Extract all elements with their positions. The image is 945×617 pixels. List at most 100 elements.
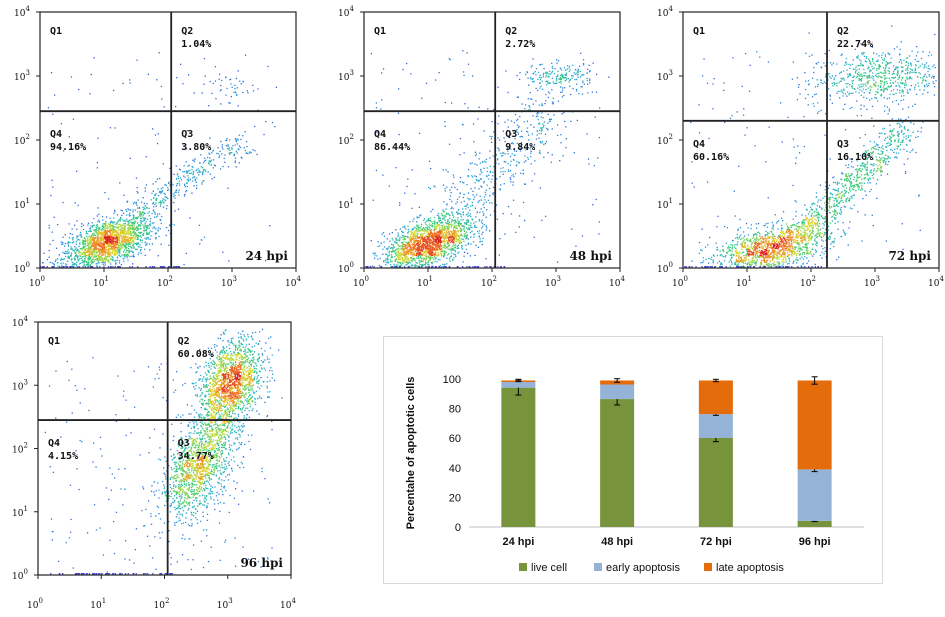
quadrant-q3-value: 34.77% — [178, 451, 214, 462]
y-tick-label: 101 — [338, 197, 354, 211]
y-tick-label: 103 — [14, 69, 30, 83]
x-tick-label: 100 — [672, 275, 688, 289]
bar-y-tick-label: 80 — [449, 404, 461, 416]
y-tick-label: 102 — [12, 442, 28, 456]
error-bar — [614, 378, 621, 383]
error-bar — [811, 376, 818, 385]
bar-y-tick-label: 0 — [455, 522, 461, 534]
quadrant-q4-label: Q4 — [693, 139, 705, 150]
bar-segment-live-cell — [501, 387, 536, 527]
legend-swatch — [704, 563, 712, 571]
legend-label: early apoptosis — [606, 562, 680, 574]
bar-segment-early-apoptosis — [600, 384, 635, 400]
x-tick-label: 101 — [90, 597, 106, 611]
y-tick-label: 104 — [14, 5, 30, 19]
bar-segment-live-cell — [600, 399, 635, 527]
quadrant-q2-value: 22.74% — [837, 39, 873, 50]
time-point-label: 24 hpi — [245, 249, 288, 263]
bar-segment-live-cell — [797, 520, 832, 527]
error-bar — [712, 378, 719, 383]
quadrant-q3-label: Q3 — [837, 139, 849, 150]
flow-plot-24hpi: Q1 Q2 1.04% Q4 94.16% Q3 3.80% 24 hpi 100 100 101 1… — [0, 0, 301, 305]
y-tick-label: 101 — [14, 197, 30, 211]
flow-plot-48hpi: Q1 Q2 2.72% Q4 86.44% Q3 9.84% 48 hpi 100 100 101 1… — [325, 0, 625, 305]
plot-frame — [363, 11, 621, 269]
x-tick-label: 102 — [481, 275, 497, 289]
quadrant-q1-label: Q1 — [50, 26, 62, 37]
y-tick-label: 100 — [657, 261, 673, 275]
quadrant-q3-value: 16.10% — [837, 152, 873, 163]
y-tick-label: 100 — [338, 261, 354, 275]
time-point-label: 96 hpi — [240, 556, 283, 570]
plot-frame — [39, 11, 297, 269]
bar-segment-late-apoptosis — [698, 380, 733, 415]
flow-plot-96hpi: Q1 Q2 60.08% Q4 4.15% Q3 34.77% 96 hpi 100 100 101… — [0, 315, 300, 617]
y-tick-label: 102 — [14, 133, 30, 147]
quadrant-q3-value: 3.80% — [181, 142, 211, 153]
y-tick-label: 104 — [338, 5, 354, 19]
x-tick-label: 102 — [157, 275, 173, 289]
x-tick-label: 104 — [280, 597, 296, 611]
quadrant-q2-label: Q2 — [837, 26, 849, 37]
y-tick-label: 103 — [657, 69, 673, 83]
legend-swatch — [594, 563, 602, 571]
x-tick-label: 100 — [353, 275, 369, 289]
x-tick-label: 103 — [545, 275, 561, 289]
bar-segment-early-apoptosis — [797, 469, 832, 521]
quadrant-q3-label: Q3 — [178, 438, 190, 449]
x-tick-label: 104 — [928, 275, 944, 289]
x-tick-label: 102 — [154, 597, 170, 611]
bar-segment-early-apoptosis — [698, 414, 733, 438]
y-tick-label: 102 — [338, 133, 354, 147]
time-point-label: 72 hpi — [888, 249, 931, 263]
legend-entry: late apoptosis — [704, 562, 784, 574]
quadrant-q2-value: 60.08% — [178, 349, 214, 360]
time-point-label: 48 hpi — [569, 249, 612, 263]
quadrant-q2-value: 2.72% — [505, 39, 535, 50]
error-bar — [515, 378, 522, 383]
y-tick-label: 104 — [12, 315, 28, 329]
bar-y-tick-label: 100 — [443, 374, 461, 386]
y-tick-label: 100 — [12, 568, 28, 582]
legend-entry: live cell — [519, 562, 567, 574]
flow-event-dots — [44, 328, 283, 575]
quadrant-q3-value: 9.84% — [505, 142, 535, 153]
bar-y-tick-label: 60 — [449, 433, 461, 445]
quadrant-q4-value: 60.16% — [693, 152, 729, 163]
legend-label: live cell — [531, 562, 567, 574]
bar-segment-early-apoptosis — [501, 382, 536, 388]
flow-event-dots — [684, 25, 937, 268]
quadrant-q4-value: 94.16% — [50, 142, 86, 153]
x-tick-label: 104 — [609, 275, 625, 289]
quadrant-q4-label: Q4 — [50, 129, 62, 140]
bar-category-label: 96 hpi — [799, 536, 831, 548]
flow-svg-96hpi: Q1 Q2 60.08% Q4 4.15% Q3 34.77% 96 hpi 100 100 101… — [12, 315, 296, 611]
y-tick-label: 101 — [657, 197, 673, 211]
x-tick-label: 101 — [93, 275, 109, 289]
bar-category-label: 24 hpi — [502, 536, 534, 548]
legend-entry: early apoptosis — [594, 562, 680, 574]
y-tick-label: 101 — [12, 505, 28, 519]
x-tick-label: 102 — [800, 275, 816, 289]
y-tick-label: 103 — [12, 378, 28, 392]
quadrant-q1-label: Q1 — [374, 26, 386, 37]
x-tick-label: 103 — [864, 275, 880, 289]
quadrant-q2-label: Q2 — [178, 336, 190, 347]
quadrant-q4-value: 86.44% — [374, 142, 410, 153]
y-tick-label: 103 — [338, 69, 354, 83]
flow-event-dots — [40, 52, 277, 268]
legend-label: late apoptosis — [716, 562, 784, 574]
quadrant-q1-label: Q1 — [693, 26, 705, 37]
bar-category-label: 72 hpi — [700, 536, 732, 548]
y-tick-label: 100 — [14, 261, 30, 275]
quadrant-q4-value: 4.15% — [48, 451, 78, 462]
quadrant-q3-label: Q3 — [505, 129, 517, 140]
bar-y-tick-label: 20 — [449, 492, 461, 504]
quadrant-q1-label: Q1 — [48, 336, 60, 347]
quadrant-q2-label: Q2 — [181, 26, 193, 37]
x-tick-label: 103 — [221, 275, 237, 289]
y-tick-label: 102 — [657, 133, 673, 147]
